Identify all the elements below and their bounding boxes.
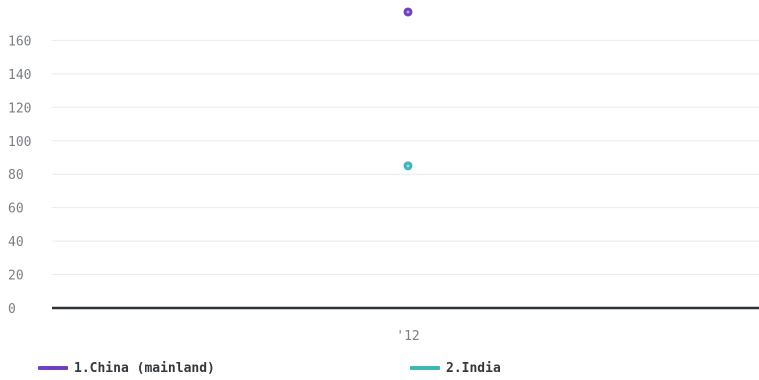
legend-swatch-india bbox=[410, 366, 440, 370]
y-tick-label-60: 60 bbox=[8, 202, 24, 217]
y-axis-ticks: 0 20 40 60 80 100 120 140 160 bbox=[8, 34, 31, 317]
legend: 1.China (mainland) 2.India bbox=[38, 358, 738, 378]
grid-lines bbox=[52, 39, 759, 276]
y-tick-label-160: 160 bbox=[8, 34, 31, 49]
y-tick-label-120: 120 bbox=[8, 101, 31, 116]
x-tick-label-0: '12 bbox=[396, 329, 419, 344]
data-points bbox=[403, 7, 413, 171]
y-tick-label-0: 0 bbox=[8, 302, 16, 317]
legend-item-china[interactable]: 1.China (mainland) bbox=[38, 358, 215, 378]
legend-label-china: 1.China (mainland) bbox=[74, 360, 215, 376]
chart: 0 20 40 60 80 100 120 140 160 '12 bbox=[8, 7, 759, 344]
y-tick-label-80: 80 bbox=[8, 168, 24, 183]
legend-label-india: 2.India bbox=[446, 360, 501, 376]
legend-item-india[interactable]: 2.India bbox=[410, 358, 501, 378]
data-point-series-2-0[interactable] bbox=[403, 161, 413, 171]
data-point-center bbox=[406, 164, 410, 168]
y-tick-label-140: 140 bbox=[8, 68, 31, 83]
legend-swatch-china bbox=[38, 366, 68, 370]
data-point-center bbox=[406, 10, 410, 14]
y-tick-label-20: 20 bbox=[8, 269, 24, 284]
y-tick-label-100: 100 bbox=[8, 135, 31, 150]
x-axis-ticks: '12 bbox=[396, 329, 419, 344]
data-point-series-1-0[interactable] bbox=[403, 7, 413, 17]
y-tick-label-40: 40 bbox=[8, 235, 24, 250]
